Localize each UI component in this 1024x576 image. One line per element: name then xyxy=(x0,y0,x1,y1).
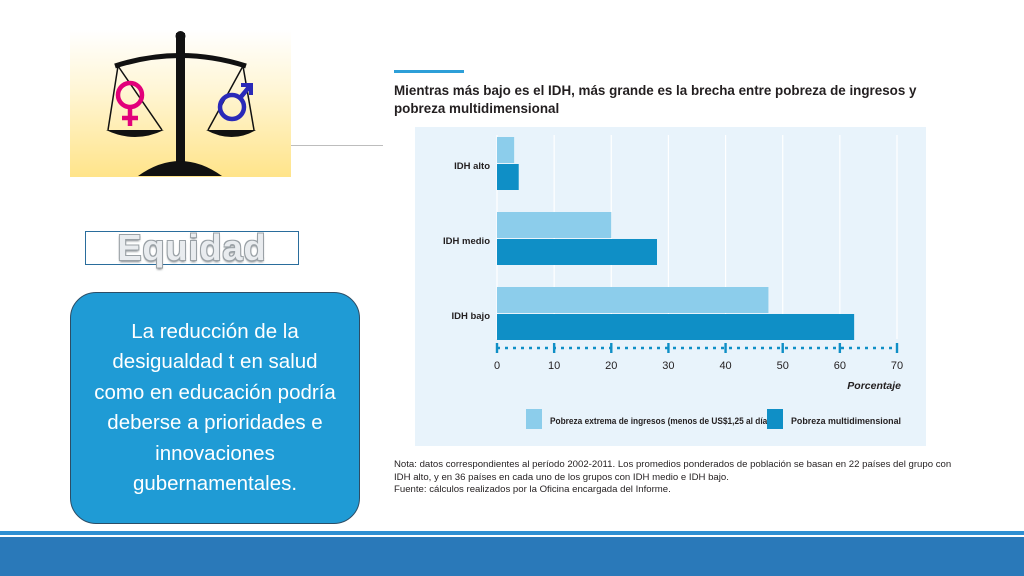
x-tick xyxy=(667,343,670,353)
equidad-heading-box: Equidad xyxy=(85,227,299,268)
x-tick xyxy=(895,343,899,353)
x-tick xyxy=(781,343,784,353)
chart-source: Fuente: cálculos realizados por la Ofici… xyxy=(394,484,671,495)
chart-note-block: Nota: datos correspondientes al período … xyxy=(394,459,954,497)
callout-box: La reducción de la desigualdad t en salu… xyxy=(70,292,360,524)
x-tick xyxy=(724,343,727,353)
category-label: IDH alto xyxy=(454,161,490,172)
x-tick-label: 60 xyxy=(834,360,846,372)
footer-bar xyxy=(0,537,1024,576)
chart-panel: IDH alto IDH medio IDH bajo 0 10 20 30 40 50 60 70… xyxy=(415,127,926,446)
chart-title-rule xyxy=(394,70,464,73)
bar xyxy=(497,212,612,238)
legend-swatch xyxy=(767,409,783,429)
callout-text: La reducción de la desigualdad t en salu… xyxy=(94,319,336,496)
bar xyxy=(497,137,515,163)
x-tick-label: 70 xyxy=(891,360,903,372)
legend-label: Pobreza extrema de ingresos (menos de US… xyxy=(550,416,770,426)
category-label: IDH medio xyxy=(443,236,490,247)
x-tick xyxy=(838,343,842,353)
chart-note: Nota: datos correspondientes al período … xyxy=(394,459,952,483)
x-tick-label: 0 xyxy=(494,360,500,372)
x-tick-label: 20 xyxy=(605,360,617,372)
x-tick-label: 50 xyxy=(777,360,789,372)
x-tick-label: 10 xyxy=(548,360,560,372)
divider-line xyxy=(291,145,383,146)
legend-label: Pobreza multidimensional xyxy=(791,416,901,426)
bar xyxy=(497,314,855,340)
bar xyxy=(497,287,769,313)
male-symbol-icon xyxy=(217,83,253,122)
x-tick xyxy=(552,343,556,353)
x-tick xyxy=(610,343,613,353)
bar xyxy=(497,239,657,265)
balance-scale-icon xyxy=(106,31,256,176)
legend-swatch xyxy=(526,409,542,429)
x-tick xyxy=(495,343,499,353)
gender-equality-scale-logo xyxy=(70,30,291,177)
bar-chart: IDH alto IDH medio IDH bajo 0 10 20 30 40 50 60 70… xyxy=(443,135,903,429)
chart-title: Mientras más bajo es el IDH, más grande … xyxy=(394,83,917,116)
equidad-heading: Equidad xyxy=(117,227,267,268)
footer-accent-line xyxy=(0,531,1024,535)
x-tick-label: 40 xyxy=(719,360,731,372)
bar xyxy=(497,164,519,190)
female-symbol-icon xyxy=(115,80,145,126)
category-label: IDH bajo xyxy=(451,311,490,322)
x-axis-label: Porcentaje xyxy=(847,380,901,392)
x-tick-label: 30 xyxy=(662,360,674,372)
